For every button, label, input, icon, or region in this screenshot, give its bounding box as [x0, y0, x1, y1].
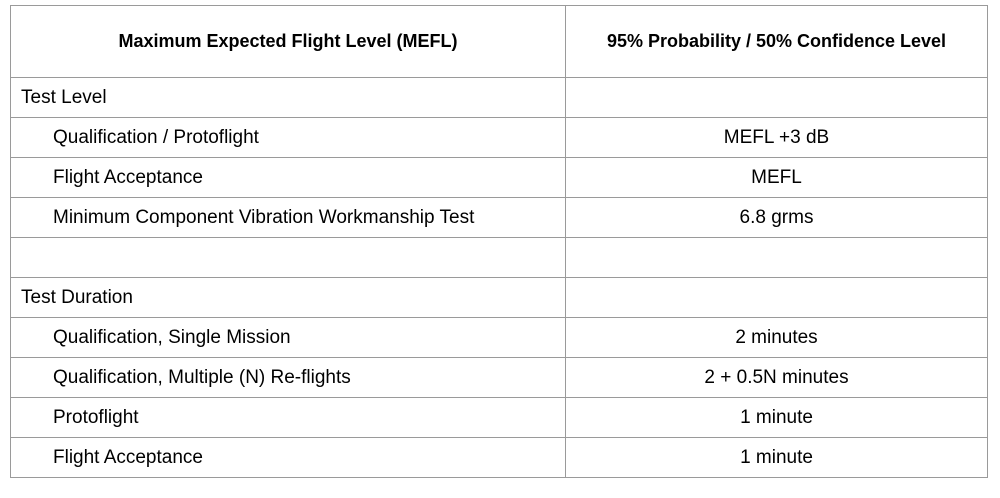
cell	[10, 237, 566, 278]
item-label: Flight Acceptance	[10, 157, 566, 198]
row: Test Level	[10, 77, 988, 118]
item-value: 1 minute	[565, 437, 988, 478]
cell	[565, 237, 988, 278]
row: Protoflight 1 minute	[10, 397, 988, 438]
item-value: 2 minutes	[565, 317, 988, 358]
item-value: 2 + 0.5N minutes	[565, 357, 988, 398]
table-body: Test Level Qualification / Protoflight ME…	[10, 77, 988, 478]
row: Qualification / Protoflight MEFL +3 dB	[10, 117, 988, 158]
item-label: Qualification / Protoflight	[10, 117, 566, 158]
item-value: 1 minute	[565, 397, 988, 438]
item-value: MEFL +3 dB	[565, 117, 988, 158]
row: Minimum Component Vibration Workmanship …	[10, 197, 988, 238]
header-cell: 95% Probability / 50% Confidence Level	[565, 5, 988, 78]
row: Test Duration	[10, 277, 988, 318]
row: Qualification, Single Mission 2 minutes	[10, 317, 988, 358]
item-value: 6.8 grms	[565, 197, 988, 238]
item-label: Minimum Component Vibration Workmanship …	[10, 197, 566, 238]
section-label: Test Level	[10, 77, 566, 118]
header-row: Maximum Expected Flight Level (MEFL) 95%…	[10, 5, 988, 78]
cell	[565, 277, 988, 318]
row: Flight Acceptance MEFL	[10, 157, 988, 198]
item-label: Qualification, Single Mission	[10, 317, 566, 358]
requirements-table: Maximum Expected Flight Level (MEFL) 95%…	[10, 5, 988, 478]
item-label: Protoflight	[10, 397, 566, 438]
row: Qualification, Multiple (N) Re-flights 2 …	[10, 357, 988, 398]
item-label: Flight Acceptance	[10, 437, 566, 478]
cell	[565, 77, 988, 118]
section-label: Test Duration	[10, 277, 566, 318]
header-cell: Maximum Expected Flight Level (MEFL)	[10, 5, 566, 78]
item-label: Qualification, Multiple (N) Re-flights	[10, 357, 566, 398]
row: Flight Acceptance 1 minute	[10, 437, 988, 478]
item-value: MEFL	[565, 157, 988, 198]
row	[10, 237, 988, 278]
